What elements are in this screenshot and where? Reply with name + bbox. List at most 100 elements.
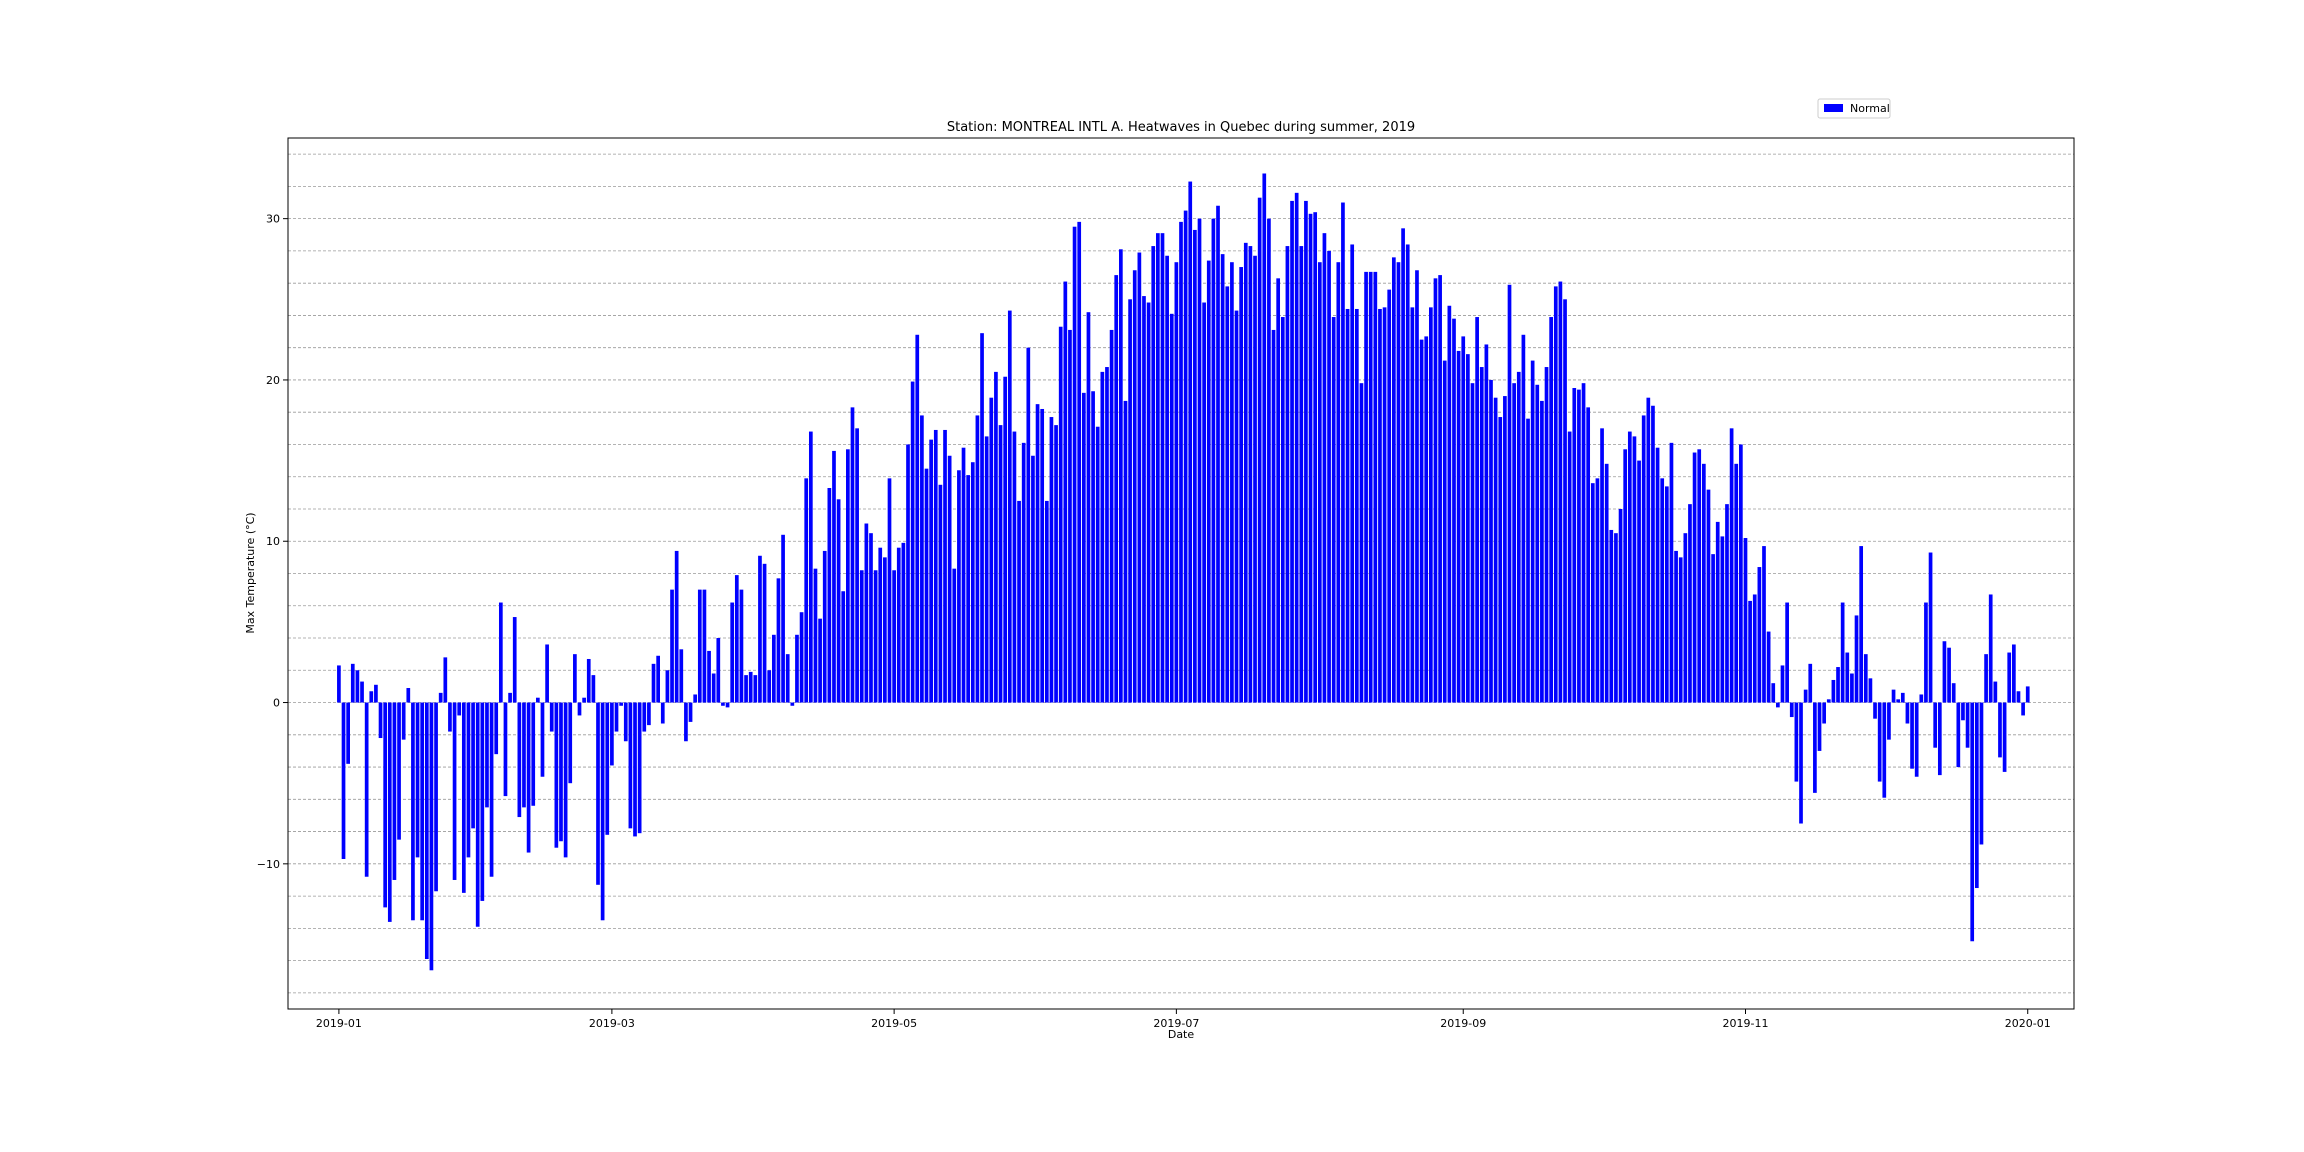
bar	[1507, 284, 1512, 703]
bar	[1280, 317, 1285, 703]
bar	[1757, 567, 1762, 703]
bar	[1924, 602, 1928, 703]
bar	[1387, 289, 1392, 703]
bar	[1396, 262, 1401, 703]
bar	[1956, 702, 1961, 768]
bar	[966, 475, 971, 703]
bar	[748, 671, 753, 703]
bar	[1701, 463, 1706, 703]
bar	[883, 557, 887, 703]
bar	[1336, 262, 1341, 703]
bar	[1937, 702, 1942, 776]
bar	[1475, 317, 1479, 703]
bar	[984, 436, 989, 703]
bar	[707, 650, 711, 703]
bar	[920, 415, 924, 703]
bar	[1563, 299, 1567, 703]
bar	[605, 702, 610, 835]
bar	[360, 681, 364, 703]
bar	[1572, 388, 1577, 703]
bar	[378, 702, 383, 739]
bar	[596, 702, 600, 885]
bar	[1299, 246, 1304, 703]
bar	[1974, 702, 1979, 889]
bar	[799, 612, 804, 703]
bar	[970, 462, 975, 703]
bar	[734, 575, 739, 703]
bar	[1433, 278, 1438, 703]
bar	[660, 702, 665, 724]
bar	[1165, 255, 1169, 703]
bar	[795, 634, 799, 703]
bar	[1803, 689, 1808, 703]
bar	[387, 702, 392, 922]
bar	[1660, 478, 1665, 703]
bar	[443, 657, 448, 703]
bar	[1697, 449, 1702, 703]
y-tick-label: −10	[257, 858, 280, 871]
bar	[878, 547, 883, 703]
bar	[957, 470, 961, 703]
bar	[1526, 418, 1530, 703]
bar	[438, 692, 443, 703]
bar	[864, 523, 869, 703]
bar	[1655, 447, 1660, 703]
bar	[1516, 371, 1521, 703]
bar	[1197, 218, 1202, 703]
bar	[494, 702, 499, 755]
bar	[1831, 679, 1836, 703]
legend: Normal	[1817, 98, 1891, 119]
bar	[1373, 271, 1378, 703]
bar	[1169, 313, 1174, 703]
bar	[1211, 218, 1216, 703]
bar	[1442, 360, 1447, 703]
bar	[702, 589, 707, 703]
bar	[424, 702, 429, 959]
bar	[1771, 683, 1776, 703]
bar	[813, 568, 818, 703]
bar	[364, 702, 369, 877]
bar	[1031, 455, 1035, 703]
bar	[448, 702, 452, 732]
bar	[429, 702, 434, 971]
bar	[397, 702, 401, 840]
bar	[1341, 202, 1345, 703]
bar	[873, 570, 878, 703]
bar	[651, 663, 656, 703]
bar	[1836, 667, 1840, 703]
bar	[739, 589, 744, 703]
bar	[1271, 329, 1276, 703]
bar	[818, 618, 822, 703]
bar	[892, 570, 896, 703]
bar	[1452, 318, 1456, 703]
bar	[1567, 431, 1572, 703]
bar	[1577, 389, 1581, 703]
bar	[1479, 367, 1484, 703]
bar	[1382, 307, 1387, 703]
bar	[781, 534, 785, 703]
bar	[1877, 702, 1882, 782]
bar	[582, 697, 586, 703]
bar	[1470, 383, 1475, 703]
bar	[1891, 689, 1896, 703]
bar	[762, 563, 767, 703]
bar	[975, 415, 980, 703]
bar	[1294, 192, 1299, 703]
bar	[1225, 286, 1230, 703]
bar	[1424, 336, 1429, 703]
bar	[674, 550, 679, 703]
bar	[1970, 702, 1975, 942]
bar	[1285, 246, 1290, 703]
bar	[1091, 391, 1095, 703]
bar	[697, 589, 702, 703]
bar	[554, 702, 559, 848]
bar	[980, 333, 984, 703]
legend-swatch	[1824, 104, 1843, 112]
bar	[1785, 602, 1789, 703]
bar	[1072, 226, 1077, 703]
bar	[1359, 383, 1364, 703]
bar	[725, 702, 730, 708]
bar	[1683, 533, 1688, 703]
bar	[1114, 275, 1119, 703]
bar	[665, 670, 670, 703]
